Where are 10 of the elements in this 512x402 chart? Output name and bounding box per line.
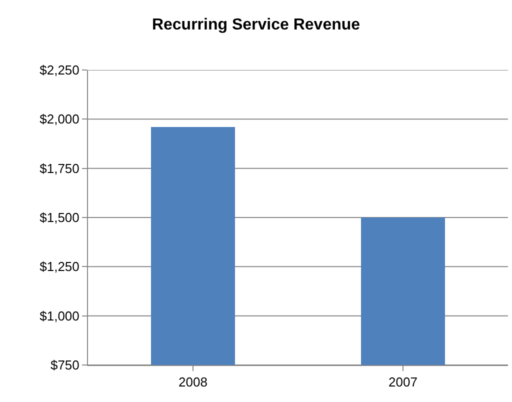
y-tick-label: $1,500 xyxy=(40,210,80,226)
y-tick-label: $1,250 xyxy=(40,259,80,274)
y-tick-label: $2,250 xyxy=(40,62,80,78)
x-tick-label: 2008 xyxy=(178,374,208,390)
y-tick-label: $1,750 xyxy=(40,160,80,176)
y-tick-label: $2,000 xyxy=(40,112,80,127)
x-tick-label: 2007 xyxy=(388,374,418,390)
y-tick-label: $750 xyxy=(50,358,80,373)
y-tick-label: $1,000 xyxy=(40,308,80,324)
chart-title: Recurring Service Revenue xyxy=(152,16,360,34)
